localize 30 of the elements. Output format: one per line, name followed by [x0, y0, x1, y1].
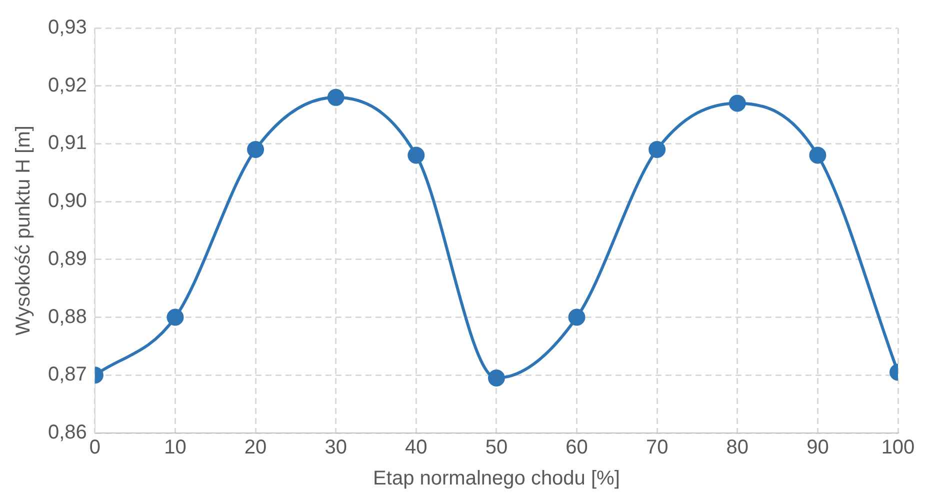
y-tick-label: 0,87 [48, 364, 87, 386]
point [166, 308, 184, 326]
point [728, 94, 746, 112]
point [568, 308, 586, 326]
x-tick-label: 50 [485, 436, 508, 459]
x-tick-label: 0 [89, 436, 100, 459]
x-axis-title: Etap normalnego chodu [%] [373, 468, 620, 490]
point [488, 370, 505, 387]
y-tick-label: 0,92 [48, 74, 87, 96]
x-tick-label: 90 [806, 436, 829, 459]
point [247, 141, 264, 158]
x-tick-label: 30 [324, 436, 347, 459]
point [648, 141, 666, 158]
y-tick-label: 0,88 [48, 306, 87, 328]
y-tick-label: 0,86 [48, 422, 87, 444]
x-tick-label: 40 [405, 436, 428, 459]
point [809, 146, 826, 164]
x-tick-label: 20 [244, 436, 267, 459]
y-tick-label: 0,91 [48, 132, 87, 154]
y-tick-label: 0,93 [48, 16, 87, 39]
x-tick-label: 70 [646, 436, 668, 459]
y-tick-label: 0,90 [48, 190, 87, 212]
point [327, 88, 344, 106]
x-tick-label: 100 [881, 436, 915, 459]
y-axis-title: Wysokość punktu H [m] [12, 126, 35, 336]
x-tick-label: 60 [566, 436, 588, 459]
point [408, 146, 425, 164]
x-tick-label: 10 [164, 436, 186, 459]
x-tick-label: 80 [726, 436, 749, 459]
y-tick-label: 0,89 [48, 248, 87, 270]
